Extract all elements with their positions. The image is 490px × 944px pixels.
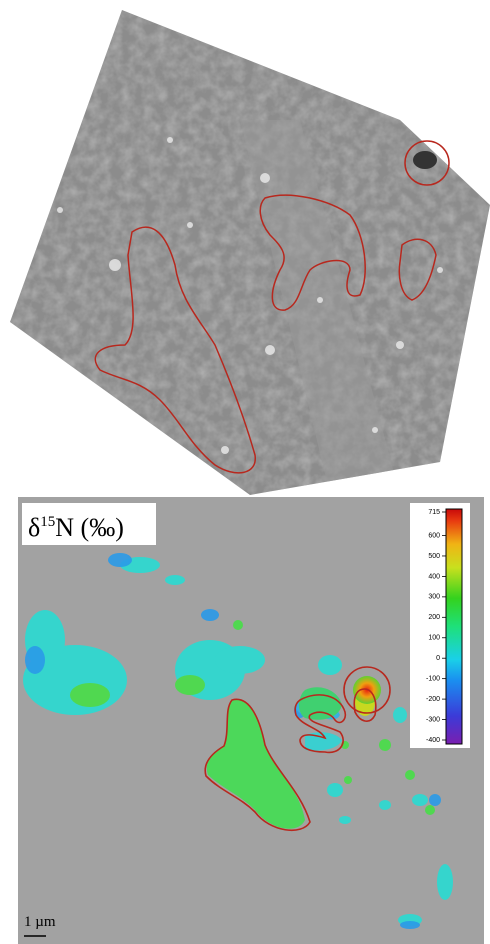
- colorbar-tick-label: -200: [426, 696, 440, 703]
- label-symbol: δ: [28, 513, 40, 542]
- colorbar-tick-label: 300: [428, 594, 440, 601]
- label-rest: N (‰): [55, 513, 124, 542]
- colorbar-tick-label: 400: [428, 573, 440, 580]
- colorbar-tick-label: 715: [428, 509, 440, 516]
- scale-bar-label: 1 µm: [24, 914, 56, 930]
- colorbar-tick-label: -400: [426, 737, 440, 744]
- colorbar-tick-label: -100: [426, 675, 440, 682]
- colorbar-tick-label: 500: [428, 553, 440, 560]
- page: {"micrograph_panel": {}, "map_panel": { …: [0, 0, 490, 944]
- colorbar-tick-label: 600: [428, 532, 440, 539]
- isotope-map: δ15N (‰) 715 600 500 400 300 200 100 0 -100 -200 -…: [18, 497, 484, 944]
- colorbar-tick-label: 100: [428, 635, 440, 642]
- colorbar-tick-label: -300: [426, 716, 440, 723]
- label-superscript: 15: [40, 514, 55, 530]
- colorbar-tick-label: 0: [436, 655, 440, 662]
- colorbar: [446, 509, 462, 744]
- figure: δ15N (‰) 715 600 500 400 300 200 100 0 -100 -200 -…: [0, 0, 490, 944]
- colorbar-tick-label: 200: [428, 614, 440, 621]
- micrograph: [0, 0, 490, 500]
